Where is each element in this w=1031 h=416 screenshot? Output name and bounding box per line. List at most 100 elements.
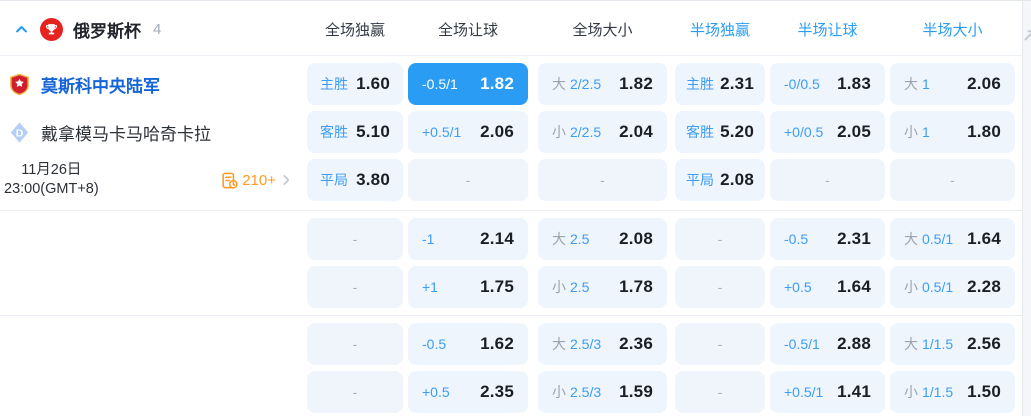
handicap-line: 0.5/1 bbox=[922, 231, 954, 247]
svg-text:D: D bbox=[16, 127, 24, 139]
odds-cell[interactable]: +1 1.75 bbox=[408, 266, 528, 308]
odds-cell[interactable]: 小 2.5 1.78 bbox=[538, 266, 667, 308]
over-under-prefix: 小 bbox=[552, 384, 566, 400]
empty-odds-dash: - bbox=[352, 279, 358, 295]
odds-value: 1.83 bbox=[837, 74, 871, 93]
over-under-prefix: 大 bbox=[904, 76, 918, 92]
odds-cell[interactable]: 小 2/2.5 2.04 bbox=[538, 111, 667, 153]
handicap-line: 1/1.5 bbox=[922, 384, 954, 400]
odds-cell[interactable]: 主胜 1.60 bbox=[307, 63, 403, 105]
away-team-crest-icon: D bbox=[8, 121, 31, 144]
handicap-line: 2/2.5 bbox=[570, 124, 602, 140]
odds-value: 2.88 bbox=[837, 334, 871, 353]
home-team-row: 莫斯科中央陆军 主胜 1.60 -0.5/1 1.82 大 2/2.5 1.82 主胜 2… bbox=[0, 63, 1031, 105]
odds-cell[interactable]: +0.5/1 1.41 bbox=[770, 371, 885, 413]
away-team-row: D 戴拿模马卡马哈奇卡拉 客胜 5.10 +0.5/1 2.06 小 2/2.5 2.0… bbox=[0, 111, 1031, 153]
empty-odds-dash: - bbox=[950, 172, 955, 188]
odds-cell[interactable]: 平局 3.80 bbox=[307, 159, 403, 201]
over-under-prefix: 小 bbox=[552, 279, 566, 295]
over-under-prefix: 小 bbox=[904, 384, 918, 400]
odds-cell-empty: - bbox=[675, 371, 765, 413]
odds-cell[interactable]: 小 1/1.5 1.50 bbox=[890, 371, 1015, 413]
odds-cell[interactable]: -0/0.5 1.83 bbox=[770, 63, 885, 105]
odds-value: 2.31 bbox=[837, 229, 871, 248]
odds-value: 2.14 bbox=[480, 229, 514, 248]
over-under-prefix: 小 bbox=[904, 124, 918, 140]
odds-cell[interactable]: -1 2.14 bbox=[408, 218, 528, 260]
right-panel-edge bbox=[1022, 1, 1031, 416]
odds-cell[interactable]: 小 1 1.80 bbox=[890, 111, 1015, 153]
odds-value: 1.60 bbox=[356, 74, 390, 93]
trophy-icon bbox=[40, 17, 63, 41]
odds-label: -0/0.5 bbox=[784, 76, 820, 92]
odds-cell[interactable]: 客胜 5.20 bbox=[675, 111, 765, 153]
handicap-line: 2.5 bbox=[570, 231, 590, 247]
odds-cell-empty: - bbox=[307, 323, 403, 365]
collapse-chevron-up-icon[interactable] bbox=[12, 20, 30, 38]
odds-value: 2.28 bbox=[967, 277, 1001, 296]
expand-arrow-icon[interactable] bbox=[1021, 26, 1031, 44]
odds-cell[interactable]: -0.5/1 2.88 bbox=[770, 323, 885, 365]
empty-odds-dash: - bbox=[717, 384, 723, 400]
odds-cell-empty: - bbox=[675, 218, 765, 260]
odds-value: 1.82 bbox=[480, 74, 514, 93]
over-under-prefix: 小 bbox=[904, 279, 918, 295]
odds-cell[interactable]: 小 0.5/1 2.28 bbox=[890, 266, 1015, 308]
handicap-line: 0.5/1 bbox=[922, 279, 954, 295]
odds-cell[interactable]: -0.5 2.31 bbox=[770, 218, 885, 260]
odds-label: -0.5 bbox=[422, 336, 447, 352]
odds-cell[interactable]: 主胜 2.31 bbox=[675, 63, 765, 105]
handicap-line: 2.5/3 bbox=[570, 384, 602, 400]
odds-label: -0.5/1 bbox=[422, 76, 458, 92]
odds-value: 2.56 bbox=[967, 334, 1001, 353]
odds-cell[interactable]: 大 1 2.06 bbox=[890, 63, 1015, 105]
odds-row: - +0.5 2.35 小 2.5/3 1.59 - +0.5/1 1.41 小 1/1.… bbox=[0, 371, 1031, 413]
odds-value: 1.78 bbox=[619, 277, 653, 296]
odds-cell-empty: - bbox=[408, 159, 528, 201]
odds-cell[interactable]: 大 0.5/1 1.64 bbox=[890, 218, 1015, 260]
column-header-ft-1x2: 全场独赢 bbox=[324, 21, 385, 39]
odds-value: 2.04 bbox=[619, 122, 653, 141]
handicap-line: 1 bbox=[922, 124, 930, 140]
odds-cell-selected[interactable]: -0.5/1 1.82 bbox=[408, 63, 528, 105]
odds-value: 2.35 bbox=[480, 382, 514, 401]
chevron-right-icon bbox=[279, 173, 293, 187]
over-under-prefix: 大 bbox=[904, 231, 918, 247]
empty-odds-dash: - bbox=[825, 172, 830, 188]
odds-label: +0.5/1 bbox=[422, 124, 462, 140]
odds-cell[interactable]: +0.5 1.64 bbox=[770, 266, 885, 308]
odds-cell[interactable]: 大 2/2.5 1.82 bbox=[538, 63, 667, 105]
odds-block-main: 莫斯科中央陆军 主胜 1.60 -0.5/1 1.82 大 2/2.5 1.82 主胜 2… bbox=[0, 56, 1031, 210]
odds-label: 主胜 bbox=[686, 76, 714, 92]
more-markets-link[interactable]: 210+ bbox=[220, 171, 293, 190]
odds-cell-empty: - bbox=[770, 159, 885, 201]
odds-cell-empty: - bbox=[307, 371, 403, 413]
odds-label: +0/0.5 bbox=[784, 124, 824, 140]
league-name: 俄罗斯杯 bbox=[73, 21, 141, 41]
handicap-line: 2.5/3 bbox=[570, 336, 602, 352]
odds-cell[interactable]: +0.5 2.35 bbox=[408, 371, 528, 413]
odds-cell[interactable]: 大 2.5 2.08 bbox=[538, 218, 667, 260]
odds-cell[interactable]: 客胜 5.10 bbox=[307, 111, 403, 153]
odds-cell[interactable]: 大 1/1.5 2.56 bbox=[890, 323, 1015, 365]
league-info: 俄罗斯杯 4 bbox=[0, 17, 307, 42]
odds-value: 2.06 bbox=[967, 74, 1001, 93]
odds-cell[interactable]: 大 2.5/3 2.36 bbox=[538, 323, 667, 365]
over-under-prefix: 小 bbox=[552, 124, 566, 140]
odds-cell-empty: - bbox=[538, 159, 667, 201]
odds-label: 平局 bbox=[320, 172, 348, 188]
markets-stats-icon bbox=[220, 171, 239, 190]
column-header-ht-1x2: 半场独赢 bbox=[689, 21, 750, 39]
odds-cell[interactable]: +0/0.5 2.05 bbox=[770, 111, 885, 153]
odds-label: +0.5 bbox=[784, 279, 812, 295]
empty-odds-dash: - bbox=[600, 172, 605, 188]
odds-cell[interactable]: +0.5/1 2.06 bbox=[408, 111, 528, 153]
odds-cell[interactable]: 小 2.5/3 1.59 bbox=[538, 371, 667, 413]
odds-cell[interactable]: 平局 2.08 bbox=[675, 159, 765, 201]
odds-cell[interactable]: -0.5 1.62 bbox=[408, 323, 528, 365]
handicap-line: 1/1.5 bbox=[922, 336, 954, 352]
empty-odds-dash: - bbox=[717, 336, 723, 352]
odds-value: 2.08 bbox=[720, 170, 754, 189]
column-header-ht-overunder: 半场大小 bbox=[922, 21, 983, 39]
odds-block-alt-1: - -1 2.14 大 2.5 2.08 - -0.5 2.31 大 0.5/1 1.64 … bbox=[0, 210, 1031, 308]
